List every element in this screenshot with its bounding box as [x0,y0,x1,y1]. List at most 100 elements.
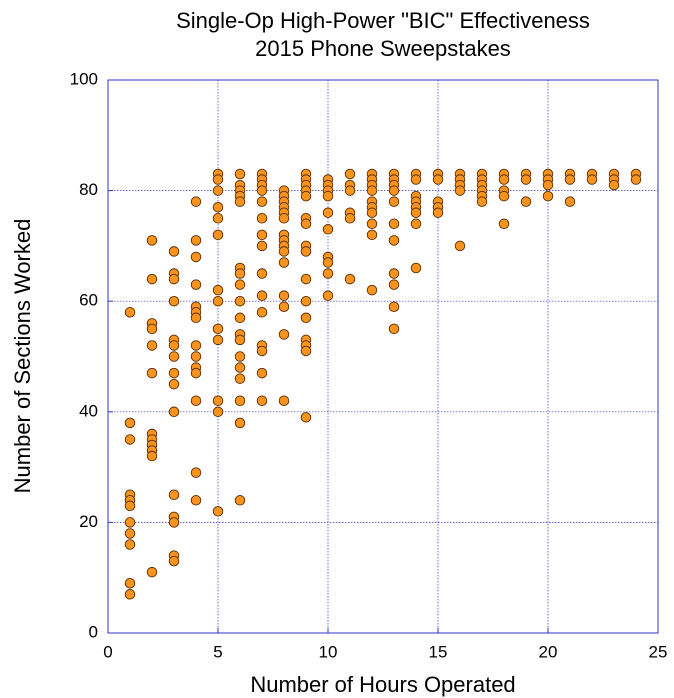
point [322,224,334,235]
point [124,307,136,318]
point [520,174,532,185]
point [388,185,400,196]
point [388,323,400,335]
point [234,334,246,346]
point [190,279,202,290]
point [146,367,158,379]
point [256,185,268,196]
point [410,218,422,230]
point [388,196,400,207]
point [212,284,224,296]
y-tick-label: 100 [70,69,98,88]
point [630,174,642,185]
chart-title: Single-Op High-Power "BIC" Effectiveness [176,8,590,33]
y-tick-label: 20 [79,512,98,531]
point [168,246,180,257]
point [344,273,356,285]
point [278,329,290,340]
point [234,312,246,324]
point [278,212,290,224]
point [256,196,268,207]
point [432,174,444,185]
x-tick-label: 15 [429,642,448,661]
point [300,190,312,202]
x-tick-label: 5 [213,642,222,661]
point [168,340,180,351]
point [608,179,620,191]
point [190,340,202,351]
point [146,323,158,335]
point [190,467,202,478]
point [168,351,180,362]
point [498,174,510,185]
point [168,295,180,307]
point [212,395,224,406]
x-tick-label: 20 [539,642,558,661]
point [212,174,224,185]
point [388,235,400,246]
point [234,495,246,506]
point [234,373,246,384]
x-tick-label: 25 [649,642,668,661]
y-axis-label: Number of Sections Worked [10,219,35,494]
point [300,273,312,285]
point [388,301,400,312]
point [300,312,312,324]
point [300,295,312,307]
point [168,489,180,501]
point [212,406,224,418]
point [190,196,202,207]
point [168,273,180,285]
point [366,229,378,241]
point [168,406,180,418]
point [366,284,378,296]
point [190,251,202,263]
point [300,412,312,423]
point [212,229,224,241]
point [234,351,246,362]
plot-frame [107,79,659,634]
point [234,268,246,279]
point [366,207,378,218]
point [564,174,576,185]
point [190,235,202,246]
point [212,185,224,196]
point [212,323,224,335]
point [234,279,246,290]
y-tick-label: 60 [79,291,98,310]
point [256,268,268,279]
point [124,589,136,600]
point [190,312,202,324]
x-tick-label: 10 [319,642,338,661]
point [300,218,312,230]
point [168,555,180,567]
point [278,246,290,257]
point [124,417,136,429]
point [212,212,224,224]
point [388,268,400,279]
point [146,235,158,246]
point [344,168,356,180]
point [168,367,180,379]
point [278,301,290,312]
point [300,345,312,357]
point [300,246,312,257]
point [212,295,224,307]
point [278,395,290,406]
y-tick-label: 40 [79,401,98,420]
point [564,196,576,207]
point [256,290,268,301]
point [256,229,268,241]
point [190,351,202,362]
point [476,196,488,207]
point [322,190,334,202]
point [256,307,268,318]
point [256,240,268,252]
point [124,577,136,589]
chart-subtitle: 2015 Phone Sweepstakes [255,36,511,61]
point [234,295,246,307]
y-tick-label: 0 [89,622,98,641]
point [410,207,422,218]
point [322,268,334,279]
